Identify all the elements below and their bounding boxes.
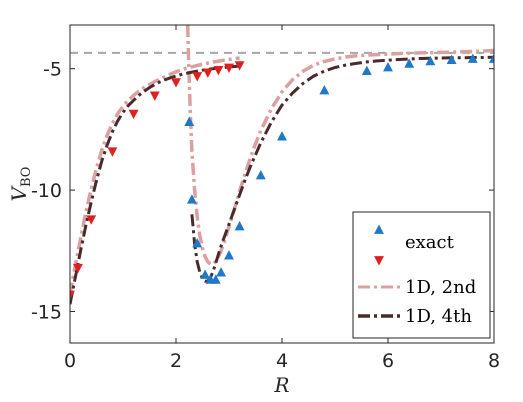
exact-down-marker-5 <box>149 91 160 101</box>
x-tick-label-4: 8 <box>488 350 500 372</box>
y-tick-label-2: -5 <box>43 59 62 81</box>
exact-down-marker-9 <box>213 66 224 76</box>
exact-down-marker-0 <box>70 290 75 300</box>
y-axis-label-main: V <box>7 184 31 201</box>
exact-up-marker-3 <box>200 269 211 279</box>
legend-label-exact: exact <box>405 232 455 253</box>
line-series-1d-2nd-branch-1 <box>70 56 240 295</box>
exact-up-marker-1 <box>186 194 197 204</box>
y-axis-label-group: VBO <box>7 167 34 202</box>
tick-layer: 0 2 4 6 8 -15 -10 -5 <box>31 25 500 372</box>
exact-up-marker-17 <box>467 53 478 63</box>
legend-entries <box>358 224 401 318</box>
exact-up-marker-18 <box>489 53 494 63</box>
legend: exact 1D, 2nd 1D, 4th <box>352 211 491 339</box>
y-axis-label: VBO <box>7 167 34 202</box>
exact-down-marker-3 <box>107 147 118 157</box>
exact-up-marker-7 <box>224 250 234 260</box>
exact-down-marker-6 <box>171 78 181 88</box>
exact-up-marker-13 <box>383 61 393 72</box>
legend-label-1d-2nd: 1D, 2nd <box>405 277 476 298</box>
line-series-1d-2nd-branch-2 <box>185 25 494 266</box>
x-tick-label-1: 2 <box>170 350 182 372</box>
exact-up-marker-11 <box>319 85 330 95</box>
x-tick-label-3: 6 <box>382 350 394 372</box>
legend-label-1d-4th: 1D, 4th <box>405 306 472 327</box>
x-axis-label: R <box>273 373 289 397</box>
exact-down-marker-10 <box>224 63 234 73</box>
exact-up-marker-0 <box>184 116 195 126</box>
y-tick-label-1: -10 <box>31 180 62 202</box>
exact-down-marker-4 <box>128 109 139 120</box>
data-layer <box>70 25 494 305</box>
y-tick-label-0: -15 <box>31 301 62 323</box>
exact-up-marker-5 <box>210 274 221 284</box>
x-tick-label-0: 0 <box>64 350 76 372</box>
legend-marker-up <box>374 224 384 234</box>
exact-up-marker-8 <box>234 220 245 231</box>
exact-up-marker-2 <box>192 237 203 248</box>
exact-down-marker-11 <box>234 61 245 71</box>
legend-marker-down <box>374 256 384 266</box>
exact-up-marker-15 <box>425 55 436 66</box>
y-axis-label-subscript: BO <box>19 167 34 187</box>
exact-up-marker-9 <box>255 170 266 180</box>
exact-down-marker-1 <box>73 263 83 274</box>
exact-down-marker-7 <box>192 72 203 82</box>
x-tick-label-2: 4 <box>276 350 288 372</box>
exact-up-marker-12 <box>361 65 372 75</box>
exact-up-marker-16 <box>446 54 457 65</box>
exact-up-marker-6 <box>216 267 226 277</box>
exact-up-marker-14 <box>404 58 415 68</box>
exact-down-marker-8 <box>202 68 213 78</box>
exact-down-marker-2 <box>86 215 97 225</box>
exact-up-marker-10 <box>277 131 287 141</box>
